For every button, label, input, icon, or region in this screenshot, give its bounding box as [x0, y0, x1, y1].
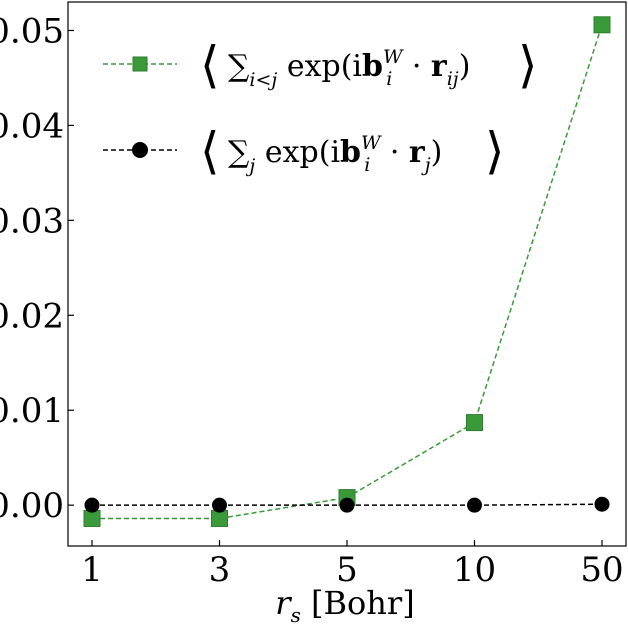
legend-marker-circle [132, 142, 148, 158]
legend-sum-symbol: ∑ [228, 49, 250, 84]
legend-close-bracket: ⟩ [485, 122, 505, 180]
legend-close-bracket: ⟩ [518, 36, 538, 94]
x-axis-title: rs [Bohr] [275, 584, 414, 626]
y-tick-label: 0.01 [0, 391, 64, 431]
x-axis-var: r [275, 584, 292, 622]
legend-open-bracket: ⟨ [200, 36, 220, 94]
legend-r-sub: ij [447, 68, 459, 90]
legend: ⟨ ∑i<j exp(ibW i · rij) ⟩ ⟨ ∑j exp(ibW i ·… [103, 36, 538, 180]
series-2-point [339, 497, 355, 513]
legend-open-bracket: ⟨ [200, 122, 220, 180]
x-axis-unit: [Bohr] [301, 584, 415, 622]
legend-marker-square [132, 56, 148, 72]
series-layer [83, 16, 611, 527]
legend-b-sup: W [361, 132, 382, 154]
legend-expr: exp(i [255, 135, 340, 170]
x-tick-label: 50 [580, 550, 623, 590]
legend-label-series-1: ∑i<j exp(ibW i · rij) [228, 46, 470, 91]
series-1-point [466, 414, 483, 432]
legend-sum-sub: i<j [249, 69, 277, 91]
series-2-point [594, 496, 610, 512]
series-2-point [212, 497, 227, 513]
series-1-point [211, 509, 228, 527]
legend-close-paren: ) [431, 135, 443, 170]
x-tick-label: 10 [453, 550, 496, 590]
x-tick-label: 1 [81, 550, 103, 590]
legend-r-sub: j [421, 154, 431, 176]
legend-sum-symbol: ∑ [228, 135, 250, 170]
y-tick-label: 0.04 [0, 106, 64, 146]
series-1-point [593, 16, 611, 34]
y-tick-label: 0.05 [0, 11, 64, 51]
series-2-point [84, 497, 100, 513]
x-axis-var-sub: s [291, 603, 301, 626]
y-tick-label: 0.02 [0, 296, 64, 336]
legend-b-vector: b [362, 49, 383, 84]
legend-expr: exp(i [277, 49, 362, 84]
legend-r-vector: r [409, 135, 426, 170]
legend-close-paren: ) [459, 49, 471, 84]
y-axis-ticks: 0.00 0.01 0.02 0.03 0.04 0.05 [0, 11, 74, 526]
legend-dot: · [402, 49, 431, 84]
legend-sum-sub: j [245, 155, 255, 177]
series-1-point [83, 509, 101, 527]
x-tick-label: 3 [209, 550, 231, 590]
series-2-point [467, 497, 482, 513]
series-line-2 [92, 503, 603, 506]
x-tick-label: 5 [336, 550, 358, 590]
legend-label-series-2: ∑j exp(ibW i · rj) [228, 132, 442, 177]
series-line-1 [92, 24, 603, 520]
legend-b-sub: i [364, 154, 370, 176]
legend-b-sup: W [383, 46, 404, 68]
legend-dot: · [380, 135, 409, 170]
legend-b-vector: b [340, 135, 361, 170]
y-tick-label: 0.03 [0, 201, 64, 241]
legend-r-vector: r [431, 49, 448, 84]
x-axis-ticks: 1 3 5 10 50 [81, 540, 624, 590]
legend-item-series-2: ⟨ ∑j exp(ibW i · rj) ⟩ [103, 122, 505, 180]
legend-item-series-1: ⟨ ∑i<j exp(ibW i · rij) ⟩ [103, 36, 538, 94]
legend-b-sub: i [386, 68, 392, 90]
y-tick-label: 0.00 [0, 486, 64, 526]
